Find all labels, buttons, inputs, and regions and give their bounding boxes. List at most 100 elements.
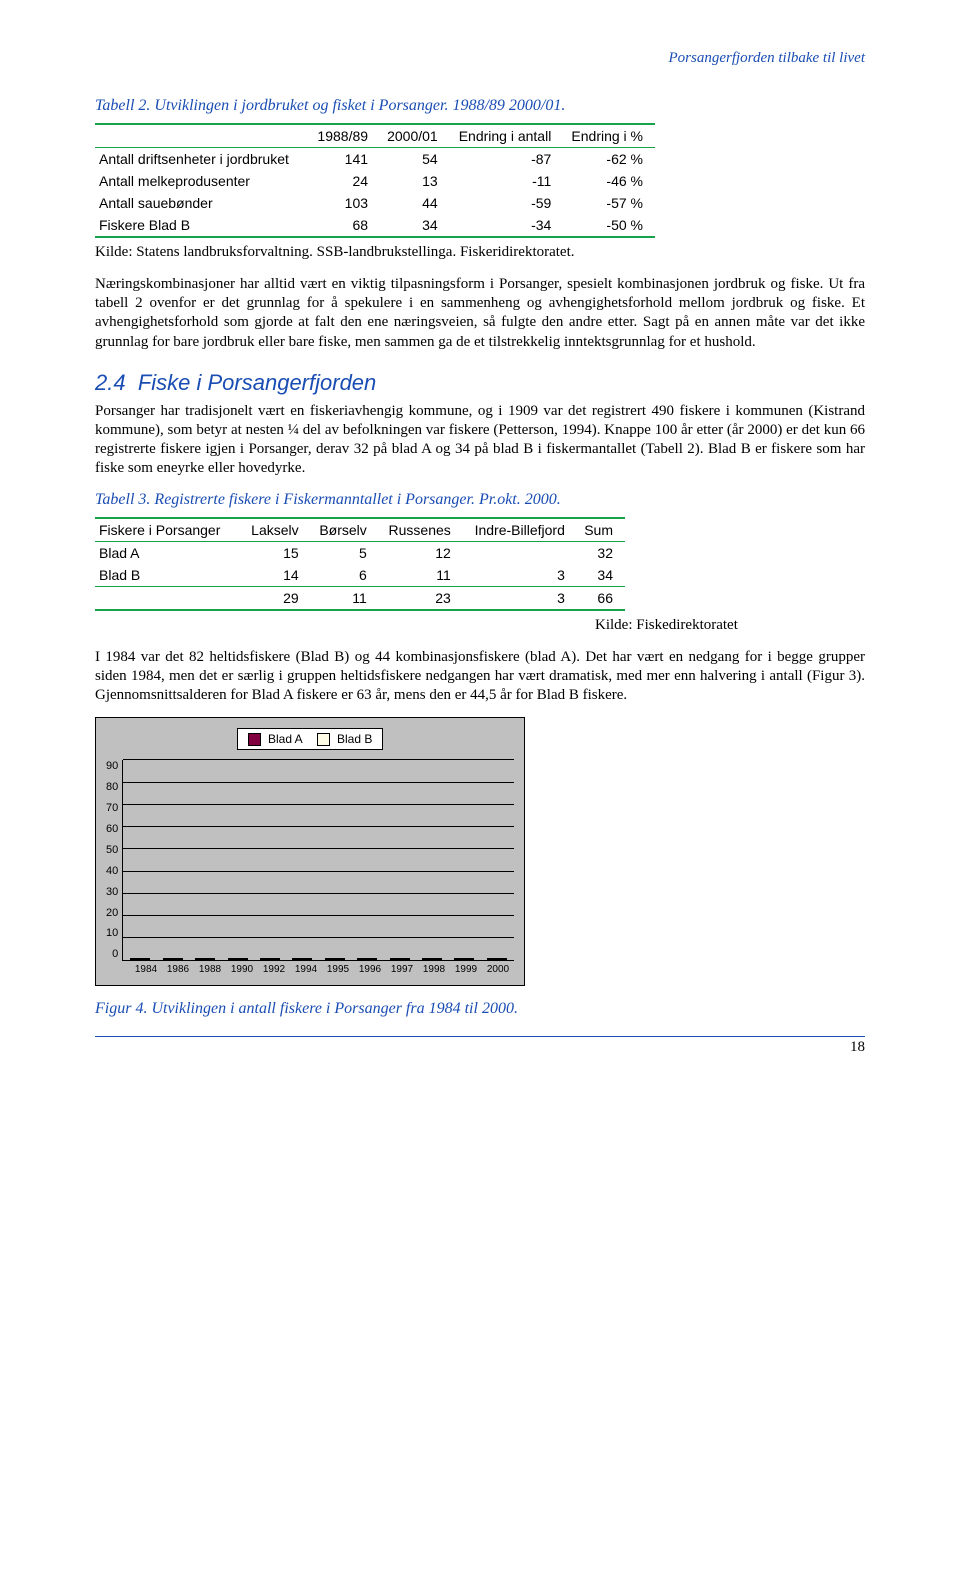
cell: 3 [463, 564, 577, 587]
xtick-label: 1992 [258, 964, 290, 975]
chart-grid [122, 760, 514, 961]
bar-blad-a [487, 958, 497, 960]
figure4-caption-lead: Figur 4. [95, 1000, 147, 1017]
cell: Fiskere Blad B [95, 214, 310, 237]
bar-group [160, 958, 186, 960]
t2-h4: Endring i % [563, 124, 655, 148]
t3-h2: Børselv [311, 518, 379, 542]
bar-blad-a [228, 958, 238, 960]
cell: 11 [311, 586, 379, 610]
paragraph-2: Porsanger har tradisjonelt vært en fiske… [95, 402, 865, 479]
bar-group [322, 958, 348, 960]
table3-caption: Tabell 3. Registrerte fiskere i Fiskerma… [95, 491, 865, 509]
bar-group [451, 958, 477, 960]
cell [463, 541, 577, 564]
page-number: 18 [850, 1039, 865, 1055]
ytick-label: 30 [106, 886, 118, 898]
bar-group [289, 958, 315, 960]
xtick-label: 1995 [322, 964, 354, 975]
chart-legend: Blad A Blad B [237, 728, 384, 750]
ytick-label: 40 [106, 865, 118, 877]
bar-group [419, 958, 445, 960]
cell: 24 [310, 170, 380, 192]
section-number: 2.4 [95, 370, 126, 395]
bar-blad-a [292, 958, 302, 960]
cell: 103 [310, 192, 380, 214]
bar-blad-b [140, 958, 150, 960]
xtick-label: 2000 [482, 964, 514, 975]
xtick-label: 1999 [450, 964, 482, 975]
legend-item-b: Blad B [317, 732, 373, 746]
ytick-label: 0 [106, 948, 118, 960]
cell: 141 [310, 148, 380, 171]
legend-swatch-a [248, 733, 261, 746]
cell: 14 [243, 564, 311, 587]
bar-blad-a [422, 958, 432, 960]
legend-label-a: Blad A [268, 732, 303, 746]
legend-item-a: Blad A [248, 732, 303, 746]
t2-h0 [95, 124, 310, 148]
cell: 3 [463, 586, 577, 610]
section-title: Fiske i Porsangerfjorden [138, 370, 376, 395]
t2-h3: Endring i antall [450, 124, 564, 148]
cell: -87 [450, 148, 564, 171]
bar-blad-a [130, 958, 140, 960]
table2-caption-lead: Tabell 2. [95, 97, 150, 114]
bar-blad-b [270, 958, 280, 960]
page-footer: 18 [95, 1036, 865, 1056]
bar-blad-a [163, 958, 173, 960]
cell: Antall sauebønder [95, 192, 310, 214]
ytick-label: 60 [106, 823, 118, 835]
bar-blad-b [432, 958, 442, 960]
legend-swatch-b [317, 733, 330, 746]
section-2-4-heading: 2.4 Fiske i Porsangerfjorden [95, 370, 865, 396]
chart-yaxis: 9080706050403020100 [106, 760, 122, 960]
cell: 34 [380, 214, 450, 237]
cell: 54 [380, 148, 450, 171]
t2-h2: 2000/01 [380, 124, 450, 148]
cell: 12 [379, 541, 463, 564]
t3-h5: Sum [577, 518, 625, 542]
xtick-label: 1994 [290, 964, 322, 975]
cell [95, 586, 243, 610]
fisher-chart: Blad A Blad B 9080706050403020100 198419… [95, 717, 525, 986]
cell: 29 [243, 586, 311, 610]
cell: Blad A [95, 541, 243, 564]
bar-blad-b [173, 958, 183, 960]
table-row: Antall driftsenheter i jordbruket 141 54… [95, 148, 655, 171]
bar-group [192, 958, 218, 960]
cell: 68 [310, 214, 380, 237]
chart-plot: 9080706050403020100 [106, 760, 514, 961]
bar-blad-a [357, 958, 367, 960]
bar-blad-a [390, 958, 400, 960]
table-row: Antall melkeprodusenter 24 13 -11 -46 % [95, 170, 655, 192]
bar-blad-a [195, 958, 205, 960]
table2-source: Kilde: Statens landbruksforvaltning. SSB… [95, 244, 865, 261]
ytick-label: 10 [106, 927, 118, 939]
cell: Blad B [95, 564, 243, 587]
xtick-label: 1997 [386, 964, 418, 975]
table3-source: Kilde: Fiskedirektoratet [595, 617, 865, 634]
table3-caption-lead: Tabell 3. [95, 491, 150, 508]
cell: 44 [380, 192, 450, 214]
bar-group [354, 958, 380, 960]
cell: 15 [243, 541, 311, 564]
cell: 5 [311, 541, 379, 564]
bar-group [257, 958, 283, 960]
table-row: Blad A 15 5 12 32 [95, 541, 625, 564]
cell: -57 % [563, 192, 655, 214]
t2-h1: 1988/89 [310, 124, 380, 148]
paragraph-3: I 1984 var det 82 heltidsfiskere (Blad B… [95, 648, 865, 706]
cell: 6 [311, 564, 379, 587]
xtick-label: 1986 [162, 964, 194, 975]
bar-blad-b [302, 958, 312, 960]
bar-blad-b [400, 958, 410, 960]
cell: -59 [450, 192, 564, 214]
bar-blad-b [205, 958, 215, 960]
bar-blad-b [335, 958, 345, 960]
bar-blad-b [367, 958, 377, 960]
xtick-label: 1984 [130, 964, 162, 975]
table3-caption-text: Registrerte fiskere i Fiskermanntallet i… [154, 491, 560, 508]
ytick-label: 20 [106, 907, 118, 919]
paragraph-1: Næringskombinasjoner har alltid vært en … [95, 275, 865, 352]
